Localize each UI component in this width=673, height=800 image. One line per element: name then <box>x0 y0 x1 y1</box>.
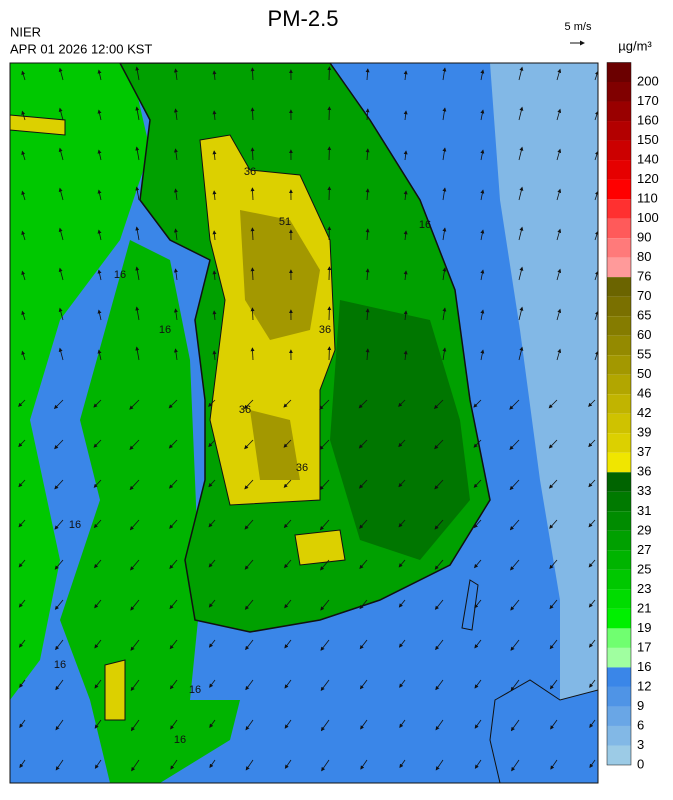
contour-label: 16 <box>189 684 201 696</box>
unit: µg/m³ <box>618 38 652 53</box>
colorbar-segment <box>607 394 631 414</box>
colorbar-label: 37 <box>637 444 651 459</box>
colorbar-segment <box>607 258 631 278</box>
colorbar-segment <box>607 141 631 161</box>
contour-label: 51 <box>279 216 291 228</box>
colorbar-segment <box>607 316 631 336</box>
colorbar-segment <box>607 121 631 141</box>
colorbar-label: 80 <box>637 249 651 264</box>
colorbar-label: 140 <box>637 151 659 166</box>
contour-label: 36 <box>319 324 331 336</box>
colorbar-label: 27 <box>637 542 651 557</box>
colorbar-label: 120 <box>637 171 659 186</box>
colorbar-label: 55 <box>637 347 651 362</box>
colorbar-segment <box>607 570 631 590</box>
colorbar-segment <box>607 355 631 375</box>
colorbar-segment <box>607 628 631 648</box>
colorbar-segment <box>607 550 631 570</box>
colorbar-label: 150 <box>637 132 659 147</box>
colorbar-label: 39 <box>637 425 651 440</box>
colorbar-segment <box>607 511 631 531</box>
colorbar-segment <box>607 745 631 765</box>
colorbar-label: 0 <box>637 756 644 771</box>
contour-label: 16 <box>174 734 186 746</box>
colorbar-label: 25 <box>637 561 651 576</box>
contour-label: 16 <box>419 219 431 231</box>
colorbar-label: 50 <box>637 366 651 381</box>
contour-label: 36 <box>296 462 308 474</box>
colorbar-label: 200 <box>637 73 659 88</box>
contour-label: 36 <box>244 166 256 178</box>
colorbar-label: 65 <box>637 308 651 323</box>
colorbar-segment <box>607 687 631 707</box>
contour-label: 16 <box>159 324 171 336</box>
colorbar-label: 110 <box>637 191 658 206</box>
colorbar-segment <box>607 82 631 102</box>
colorbar-label: 21 <box>637 600 651 615</box>
colorbar-label: 6 <box>637 717 644 732</box>
colorbar-segment <box>607 667 631 687</box>
colorbar-segment <box>607 160 631 180</box>
map <box>10 63 598 783</box>
colorbar-label: 160 <box>637 112 659 127</box>
colorbar-label: 76 <box>637 269 651 284</box>
title: PM-2.5 <box>268 6 339 31</box>
colorbar-label: 3 <box>637 737 644 752</box>
colorbar-label: 16 <box>637 659 651 674</box>
colorbar-segment <box>607 609 631 629</box>
colorbar-segment <box>607 706 631 726</box>
colorbar-label: 31 <box>637 503 651 518</box>
colorbar-segment <box>607 238 631 258</box>
colorbar-segment <box>607 414 631 434</box>
japan-coast <box>490 680 598 783</box>
colorbar-segment <box>607 492 631 512</box>
colorbar-label: 9 <box>637 698 644 713</box>
contour-label: 16 <box>114 269 126 281</box>
colorbar-segment <box>607 102 631 122</box>
colorbar-label: 17 <box>637 639 651 654</box>
colorbar-segment <box>607 648 631 668</box>
colorbar-label: 46 <box>637 386 651 401</box>
colorbar-segment <box>607 472 631 492</box>
colorbar-segment <box>607 199 631 219</box>
contour-label: 16 <box>54 659 66 671</box>
colorbar-label: 70 <box>637 288 651 303</box>
colorbar-label: 100 <box>637 210 659 225</box>
colorbar-segment <box>607 62 631 82</box>
colorbar: 2001701601501401201101009080767065605550… <box>607 62 659 771</box>
colorbar-label: 170 <box>637 93 659 108</box>
colorbar-segment <box>607 589 631 609</box>
agency: NIER <box>10 24 41 39</box>
colorbar-label: 33 <box>637 483 651 498</box>
colorbar-segment <box>607 375 631 395</box>
colorbar-segment <box>607 219 631 239</box>
colorbar-label: 19 <box>637 620 651 635</box>
colorbar-label: 60 <box>637 327 651 342</box>
colorbar-label: 42 <box>637 405 651 420</box>
datetime: APR 01 2026 12:00 KST <box>10 41 152 56</box>
colorbar-segment <box>607 277 631 297</box>
colorbar-segment <box>607 297 631 317</box>
colorbar-segment <box>607 531 631 551</box>
colorbar-segment <box>607 726 631 746</box>
colorbar-label: 23 <box>637 581 651 596</box>
contour-label: 36 <box>239 404 251 416</box>
wind-scale: 5 m/s <box>565 21 592 33</box>
colorbar-label: 36 <box>637 464 651 479</box>
colorbar-segment <box>607 336 631 356</box>
colorbar-label: 29 <box>637 522 651 537</box>
colorbar-label: 12 <box>637 678 651 693</box>
contour-label: 16 <box>69 519 81 531</box>
colorbar-segment <box>607 180 631 200</box>
colorbar-label: 90 <box>637 230 651 245</box>
colorbar-segment <box>607 453 631 473</box>
colorbar-segment <box>607 433 631 453</box>
